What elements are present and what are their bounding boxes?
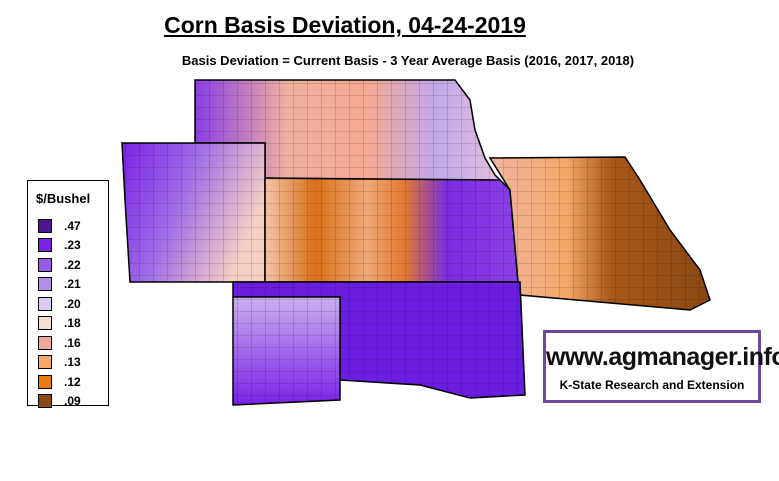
legend-item: .23: [38, 236, 108, 256]
legend-label: .16: [64, 335, 81, 350]
legend-item: .22: [38, 255, 108, 275]
legend-title: $/Bushel: [36, 191, 91, 206]
title: Corn Basis Deviation, 04-24-2019: [164, 12, 526, 38]
legend-label: .09: [64, 394, 81, 409]
legend-item: .09: [38, 392, 108, 412]
legend-swatch: [38, 257, 52, 272]
legend-label: .12: [64, 374, 81, 389]
legend-swatch: [38, 238, 52, 253]
legend-swatch: [38, 355, 52, 370]
legend-label: .21: [64, 277, 81, 292]
legend-swatch: [38, 296, 52, 311]
legend-swatch: [38, 374, 52, 389]
subtitle: Basis Deviation = Current Basis - 3 Year…: [181, 53, 635, 68]
legend-item: .20: [38, 294, 108, 314]
legend-items: .47 .23 .22 .21 .20 .18 .16 .13 .12 .09: [28, 216, 108, 411]
legend-swatch: [38, 218, 52, 233]
legend-label: .13: [64, 355, 81, 370]
legend-item: .16: [38, 333, 108, 353]
watermark-org: K-State Research and Extension: [559, 378, 745, 392]
legend-swatch: [38, 277, 52, 292]
legend: $/Bushel .47 .23 .22 .21 .20 .18 .16 .13 .12 .09: [27, 180, 109, 409]
legend-swatch: [38, 335, 52, 350]
watermark-url: www.agmanager.info: [546, 343, 779, 371]
legend-item: .18: [38, 314, 108, 334]
legend-label: .18: [64, 316, 81, 331]
legend-label: .47: [64, 218, 81, 233]
legend-item: .47: [38, 216, 108, 236]
legend-label: .23: [64, 238, 81, 253]
legend-swatch: [38, 394, 52, 409]
legend-item: .12: [38, 372, 108, 392]
legend-label: .22: [64, 257, 81, 272]
legend-label: .20: [64, 296, 81, 311]
county-grid: [122, 80, 710, 405]
legend-item: .13: [38, 353, 108, 373]
legend-swatch: [38, 316, 52, 331]
legend-item: .21: [38, 275, 108, 295]
watermark: www.agmanager.info K-State Research and …: [543, 330, 779, 403]
